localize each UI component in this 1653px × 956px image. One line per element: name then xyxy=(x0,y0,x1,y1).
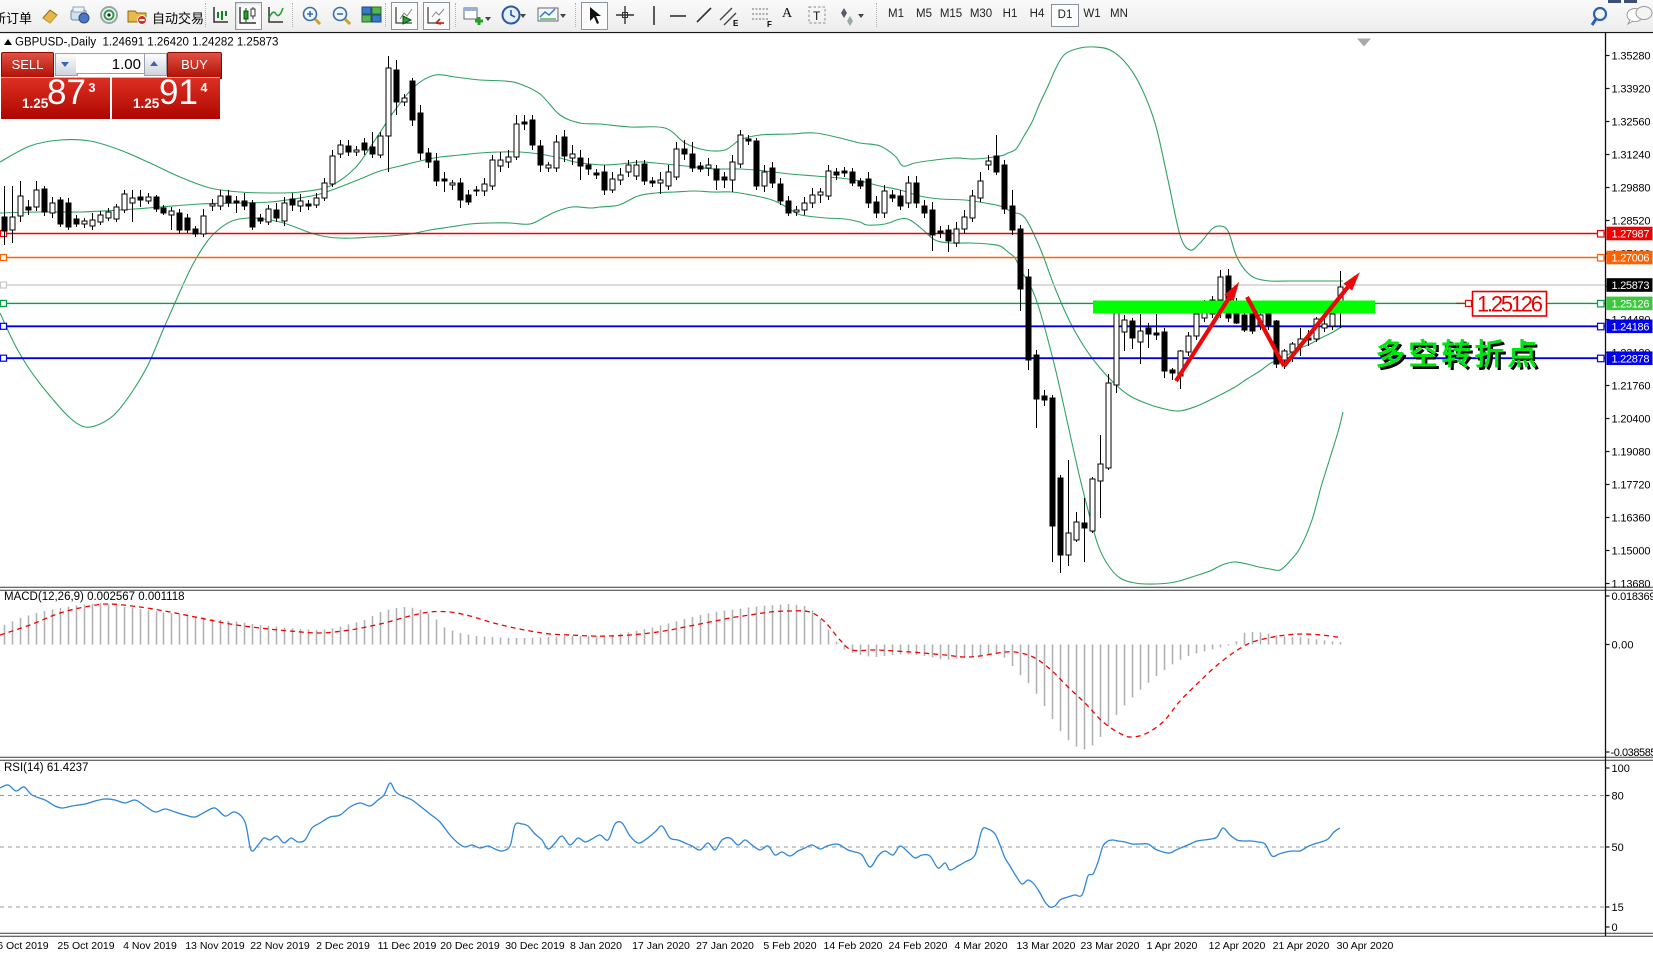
svg-text:23 Mar 2020: 23 Mar 2020 xyxy=(1081,940,1140,952)
svg-text:F: F xyxy=(767,20,772,29)
svg-text:1.25126: 1.25126 xyxy=(1612,299,1650,311)
svg-text:2 Dec 2019: 2 Dec 2019 xyxy=(316,940,370,952)
svg-text:50: 50 xyxy=(1612,842,1624,854)
svg-text:13 Mar 2020: 13 Mar 2020 xyxy=(1017,940,1076,952)
svg-text:11 Dec 2019: 11 Dec 2019 xyxy=(378,940,437,952)
svg-text:21 Apr 2020: 21 Apr 2020 xyxy=(1273,940,1330,952)
svg-text:T: T xyxy=(813,9,821,23)
svg-text:1.32560: 1.32560 xyxy=(1612,117,1651,129)
svg-text:1.15000: 1.15000 xyxy=(1612,546,1651,558)
svg-text:多空转折点: 多空转折点 xyxy=(1376,339,1541,372)
svg-text:30 Dec 2019: 30 Dec 2019 xyxy=(505,940,565,952)
svg-text:1.21760: 1.21760 xyxy=(1612,381,1651,393)
svg-text:100: 100 xyxy=(1612,763,1630,775)
svg-text:1 Apr 2020: 1 Apr 2020 xyxy=(1147,940,1198,952)
svg-text:4 Mar 2020: 4 Mar 2020 xyxy=(954,940,1007,952)
svg-text:1.24186: 1.24186 xyxy=(1612,322,1650,334)
svg-text:1.35280: 1.35280 xyxy=(1612,51,1651,63)
svg-text:1.22878: 1.22878 xyxy=(1612,353,1650,365)
svg-text:1.29880: 1.29880 xyxy=(1612,183,1651,195)
svg-text:16 Oct 2019: 16 Oct 2019 xyxy=(0,940,49,952)
svg-text:4 Nov 2019: 4 Nov 2019 xyxy=(123,940,177,952)
svg-text:14 Feb 2020: 14 Feb 2020 xyxy=(824,940,883,952)
svg-text:1.27006: 1.27006 xyxy=(1612,253,1650,265)
svg-text:1.25873: 1.25873 xyxy=(1612,280,1650,292)
svg-text:RSI(14) 61.4237: RSI(14) 61.4237 xyxy=(4,762,88,774)
svg-text:1.17720: 1.17720 xyxy=(1612,480,1651,492)
svg-text:15: 15 xyxy=(1612,902,1624,914)
svg-text:5 Feb 2020: 5 Feb 2020 xyxy=(763,940,816,952)
svg-text:1.13680: 1.13680 xyxy=(1612,579,1651,591)
svg-text:1.16360: 1.16360 xyxy=(1612,513,1651,525)
svg-text:1.19080: 1.19080 xyxy=(1612,447,1651,459)
svg-text:8 Jan 2020: 8 Jan 2020 xyxy=(570,940,622,952)
svg-text:多空转折点: 多空转折点 xyxy=(1378,341,1543,374)
svg-text:27 Jan 2020: 27 Jan 2020 xyxy=(696,940,754,952)
svg-text:80: 80 xyxy=(1612,791,1624,803)
svg-text:13 Nov 2019: 13 Nov 2019 xyxy=(185,940,245,952)
svg-text:12 Apr 2020: 12 Apr 2020 xyxy=(1209,940,1266,952)
svg-text:GBPUSD-,Daily 1.24691 1.26420: GBPUSD-,Daily 1.24691 1.26420 1.24282 1.… xyxy=(15,37,278,49)
svg-text:24 Feb 2020: 24 Feb 2020 xyxy=(889,940,948,952)
svg-text:1.31240: 1.31240 xyxy=(1612,150,1651,162)
svg-text:30 Apr 2020: 30 Apr 2020 xyxy=(1337,940,1394,952)
svg-text:0.018369: 0.018369 xyxy=(1612,591,1653,603)
svg-text:MACD(12,26,9) 0.002567 0.00111: MACD(12,26,9) 0.002567 0.001118 xyxy=(4,591,185,603)
svg-text:0.00: 0.00 xyxy=(1612,640,1634,652)
svg-text:1.25126: 1.25126 xyxy=(1477,292,1543,317)
svg-text:22 Nov 2019: 22 Nov 2019 xyxy=(250,940,310,952)
svg-text:1.20400: 1.20400 xyxy=(1612,414,1651,426)
svg-text:1.33920: 1.33920 xyxy=(1612,84,1651,96)
svg-text:0: 0 xyxy=(1612,922,1618,934)
svg-text:20 Dec 2019: 20 Dec 2019 xyxy=(440,940,500,952)
svg-text:17 Jan 2020: 17 Jan 2020 xyxy=(632,940,690,952)
svg-text:E: E xyxy=(733,19,739,28)
svg-text:1.27987: 1.27987 xyxy=(1612,229,1650,241)
svg-text:25 Oct 2019: 25 Oct 2019 xyxy=(57,940,114,952)
svg-text:1.28520: 1.28520 xyxy=(1612,216,1651,228)
svg-text:-0.038585: -0.038585 xyxy=(1611,747,1653,759)
